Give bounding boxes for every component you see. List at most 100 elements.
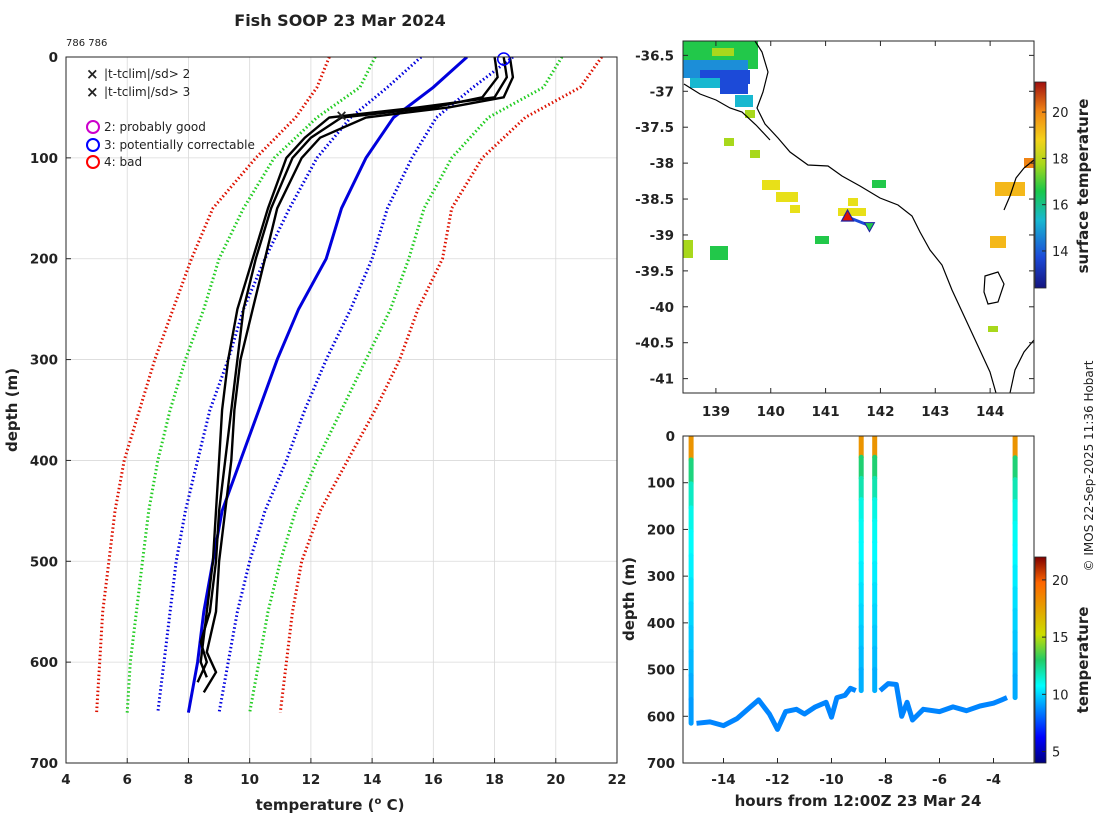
sst-patch [710,246,728,260]
map-content [683,41,1034,393]
climatology-sd-line [278,57,603,713]
sst-patch [720,84,748,94]
time-depth-axes-box [682,435,1035,764]
cast-bottom-track [878,681,1008,723]
map-tick-label-x: 144 [976,404,1004,420]
qc-flag-circle [496,52,511,66]
time-depth-ticks: -14 -12 -10 -8 -6 -4 0 100 200 300 400 500 600 700 [647,429,1001,788]
map-tick-label-y: -38 [650,156,674,172]
sst-patch [990,236,1006,248]
coastline [1009,339,1034,393]
climatology-sd-line [95,57,331,713]
track-start-triangle [840,208,855,222]
temp-colorbar [1034,556,1047,764]
legend-label-3sd: |t-tclim|/sd> 3 [104,85,190,99]
profile-tick-label-y: 400 [30,453,58,469]
map-ticks: 139 140 141 142 143 144 -36.5 -37 -37.5 -38 -38.5 -… [635,41,1034,420]
sst-patch [745,110,755,118]
time-depth-tick-label: 300 [647,569,675,585]
sst-patch [683,240,693,258]
temp-colorbar-tick-label: 15 [1052,631,1069,646]
profile-tick-label-y: 700 [30,756,58,772]
sst-patch [872,180,886,188]
legend-label-flag4: 4: bad [104,155,142,169]
credit-text: © IMOS 22-Sep-2025 11:36 Hobart [1082,360,1096,571]
y-axis-label: depth (m) [3,368,21,452]
map-axes-box [682,40,1035,394]
profile-panel: × 4 6 8 10 12 14 16 18 20 22 0 100 200 300 400 500 600 70… [3,50,626,814]
coastline [754,41,997,393]
sst-patch [848,198,858,206]
temp-colorbar-ticks: 5 10 15 20 [1042,574,1069,761]
map-panel: 139 140 141 142 143 144 -36.5 -37 -37.5 -38 -38.5 -… [635,40,1092,420]
time-axis-label: hours from 12:00Z 23 Mar 24 [735,792,982,810]
sst-colorbar-tick-label: 20 [1052,106,1069,121]
profile-line [196,57,499,683]
qc-cross-marker: × [335,106,348,124]
profile-tick-label-x: 18 [485,772,504,788]
profile-markers: × [335,52,511,124]
map-tick-label-y: -41 [650,372,674,388]
sst-patch [724,138,734,146]
legend-label-flag3: 3: potentially correctable [104,138,255,152]
time-depth-panel: -14 -12 -10 -8 -6 -4 0 100 200 300 400 500 600 700 ho… [620,429,1092,810]
legend-label-2sd: |t-tclim|/sd> 2 [104,67,190,81]
sst-patch [690,78,720,88]
climatology-sd-line [125,57,377,713]
temp-colorbar-tick-label: 20 [1052,574,1069,589]
coastline [1003,159,1034,211]
sst-colorbar-tick-label: 16 [1052,199,1069,214]
profile-tick-label-x: 4 [61,772,70,788]
map-tick-label-y: -40 [650,300,674,316]
time-depth-tick-label: 400 [647,616,675,632]
time-depth-tick-label: 600 [647,709,675,725]
map-tick-label-y: -37 [650,84,674,100]
sst-patch [838,208,866,216]
sst-colorbar-ticks: 14 16 18 20 [1042,106,1069,260]
climatology-sd-line [156,57,423,713]
profile-series-group [95,57,603,713]
climatology-mean-line [186,57,469,713]
time-depth-tick-label: 700 [647,756,675,772]
temp-colorbar-tick-label: 10 [1052,688,1069,703]
chart-title: Fish SOOP 23 Mar 2024 [234,11,445,30]
profile-tick-label-y: 200 [30,252,58,268]
sst-patch [762,180,780,190]
profile-tick-label-y: 300 [30,353,58,369]
profile-tick-label-y: 0 [49,50,58,66]
ship-track [840,208,876,233]
x-axis-label: temperature (o C) [256,796,405,814]
map-tick-label-y: -38.5 [635,192,674,208]
map-tick-label-y: -39 [650,228,674,244]
time-depth-tick-label: 500 [647,663,675,679]
sst-patch [750,150,760,158]
profile-tick-label-x: 20 [546,772,565,788]
climatology-sd-line [248,57,564,713]
map-tick-label-x: 143 [921,404,949,420]
legend-cross-red: × [86,83,99,101]
profile-line [199,57,509,678]
legend-flag3-circle [86,138,100,152]
coastline [683,83,771,141]
sst-patch [815,236,829,244]
profile-tick-label-x: 16 [424,772,443,788]
profile-tick-label-x: 12 [301,772,320,788]
profile-tick-label-y: 600 [30,655,58,671]
cast-group [688,436,1018,732]
profile-tick-label-y: 100 [30,151,58,167]
legend-flag4-circle [86,155,100,169]
legend-label-flag2: 2: probably good [104,120,206,134]
temp-colorbar-label: temperature [1074,607,1092,714]
time-depth-tick-label: 200 [647,522,675,538]
track-end-triangle [863,222,876,233]
profile-tick-label-x: 10 [240,772,259,788]
time-depth-tick-label: 100 [647,476,675,492]
map-tick-label-y: -36.5 [635,48,674,64]
profile-axes-box [65,56,618,764]
map-tick-label-x: 142 [866,404,894,420]
island-outline [983,271,1005,305]
sst-patch [712,48,734,56]
map-tick-label-y: -39.5 [635,264,674,280]
profile-line [202,57,515,694]
